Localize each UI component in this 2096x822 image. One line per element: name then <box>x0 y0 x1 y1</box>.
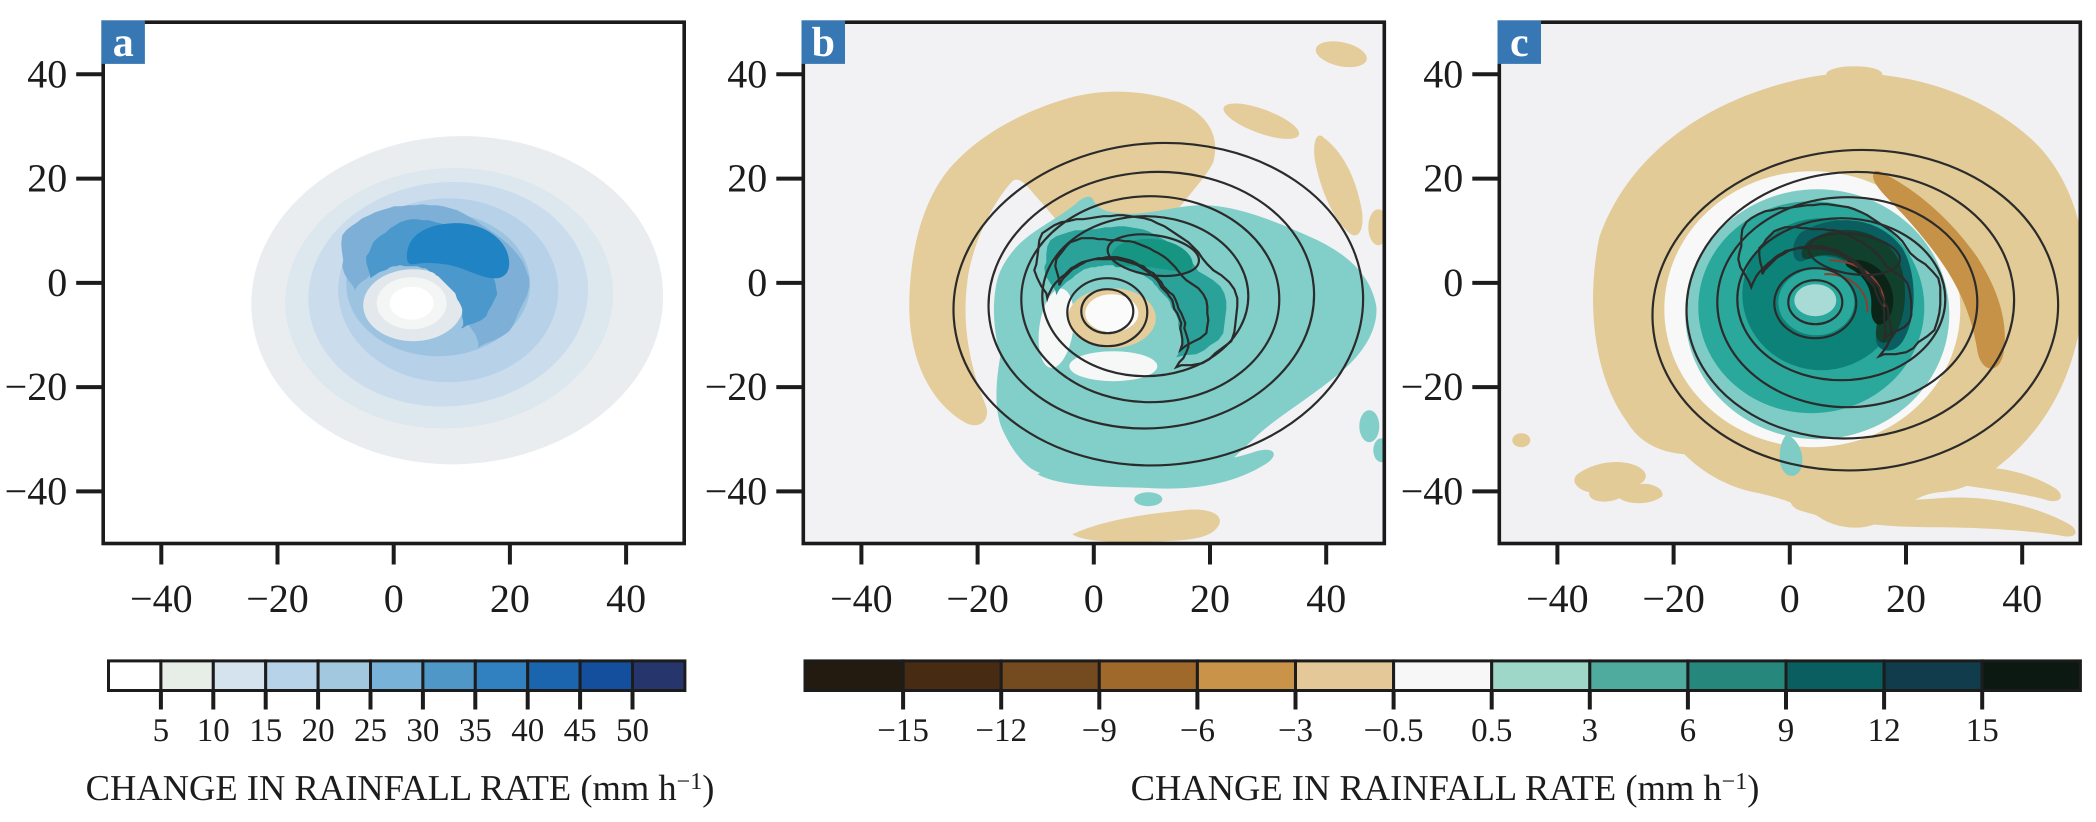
svg-text:−0.5: −0.5 <box>1364 713 1424 749</box>
svg-text:15: 15 <box>249 713 282 749</box>
svg-text:0: 0 <box>1780 576 1800 621</box>
svg-text:−6: −6 <box>1180 713 1215 749</box>
svg-text:15: 15 <box>1966 713 1999 749</box>
svg-text:−9: −9 <box>1082 713 1117 749</box>
svg-text:−20: −20 <box>705 364 768 409</box>
svg-text:40: 40 <box>606 576 646 621</box>
svg-text:40: 40 <box>727 51 767 96</box>
svg-text:CHANGE IN RAINFALL RATE (mm h−: CHANGE IN RAINFALL RATE (mm h−1) <box>1131 767 1760 808</box>
svg-text:CHANGE IN RAINFALL RATE (mm h−: CHANGE IN RAINFALL RATE (mm h−1) <box>86 767 715 808</box>
svg-text:40: 40 <box>511 713 544 749</box>
svg-text:40: 40 <box>1423 51 1463 96</box>
svg-text:0: 0 <box>47 260 67 305</box>
svg-text:5: 5 <box>153 713 170 749</box>
svg-text:−20: −20 <box>5 364 68 409</box>
svg-text:20: 20 <box>1190 576 1230 621</box>
svg-text:40: 40 <box>27 51 67 96</box>
svg-text:−40: −40 <box>705 468 768 513</box>
svg-text:45: 45 <box>564 713 597 749</box>
svg-text:0: 0 <box>1084 576 1104 621</box>
svg-text:50: 50 <box>616 713 649 749</box>
svg-text:−20: −20 <box>1401 364 1464 409</box>
svg-text:30: 30 <box>406 713 439 749</box>
svg-text:40: 40 <box>2002 576 2042 621</box>
svg-text:0.5: 0.5 <box>1471 713 1512 749</box>
svg-text:−40: −40 <box>5 468 68 513</box>
svg-text:20: 20 <box>27 156 67 201</box>
svg-text:20: 20 <box>727 156 767 201</box>
svg-text:9: 9 <box>1778 713 1795 749</box>
svg-text:20: 20 <box>1886 576 1926 621</box>
svg-text:−40: −40 <box>130 576 193 621</box>
svg-text:20: 20 <box>302 713 335 749</box>
svg-text:−20: −20 <box>946 576 1009 621</box>
svg-text:25: 25 <box>354 713 387 749</box>
svg-text:−12: −12 <box>975 713 1027 749</box>
svg-text:−20: −20 <box>246 576 309 621</box>
svg-text:−40: −40 <box>1526 576 1589 621</box>
svg-text:−40: −40 <box>830 576 893 621</box>
svg-text:20: 20 <box>490 576 530 621</box>
svg-text:c: c <box>1510 20 1529 66</box>
svg-text:3: 3 <box>1582 713 1599 749</box>
svg-text:b: b <box>812 20 835 66</box>
svg-text:0: 0 <box>747 260 767 305</box>
svg-text:−20: −20 <box>1642 576 1705 621</box>
svg-text:35: 35 <box>459 713 492 749</box>
svg-text:−15: −15 <box>877 713 929 749</box>
svg-text:−3: −3 <box>1278 713 1313 749</box>
svg-text:10: 10 <box>197 713 230 749</box>
svg-text:0: 0 <box>384 576 404 621</box>
svg-text:6: 6 <box>1680 713 1697 749</box>
svg-text:0: 0 <box>1443 260 1463 305</box>
svg-text:−40: −40 <box>1401 468 1464 513</box>
svg-text:a: a <box>113 20 134 66</box>
svg-text:12: 12 <box>1868 713 1901 749</box>
svg-text:40: 40 <box>1306 576 1346 621</box>
svg-text:20: 20 <box>1423 156 1463 201</box>
